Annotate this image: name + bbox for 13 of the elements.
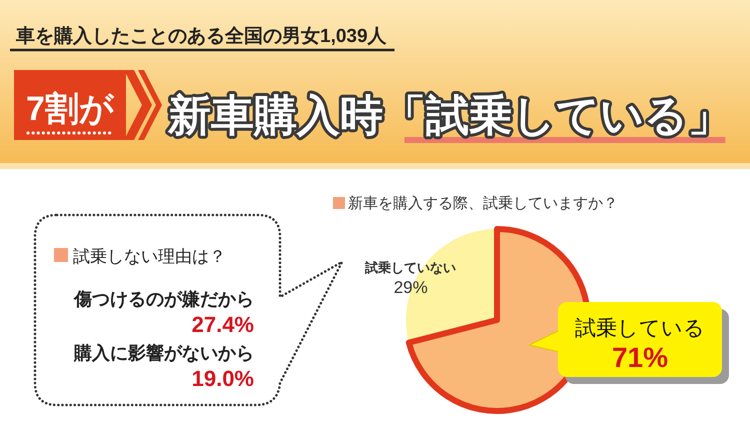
text: 19.0% [192,366,254,391]
chart-title: 新車購入時「試乗している」 [167,92,731,140]
slice-label: 試乗していない [364,260,456,275]
data-label: 29% [394,278,428,297]
data-label: 71% [612,342,668,373]
text: 7割が [26,90,115,128]
text: 27.4% [192,312,254,337]
text: 車を購入したことのある全国の男女1,039人 [15,25,388,47]
text: 傷つけるのが嫌だから [73,289,254,309]
text: 試乗しない理由は？ [73,247,226,266]
slice-label: 試乗している [574,317,705,340]
text: 新車を購入する際、試乗していますか？ [348,195,618,212]
text: 購入に影響がないから [73,343,254,363]
